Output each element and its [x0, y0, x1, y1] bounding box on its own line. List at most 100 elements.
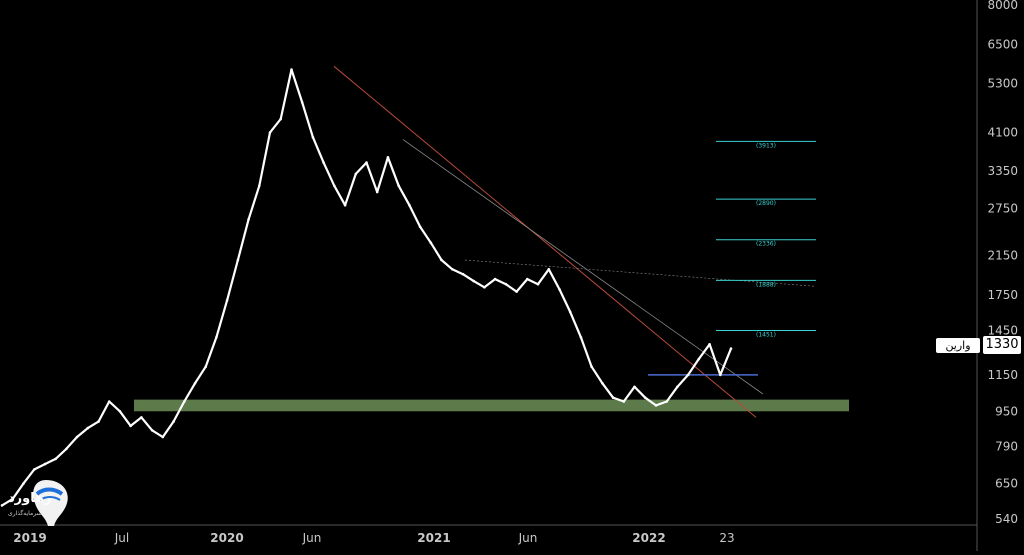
- fib-level-label: (2336): [756, 241, 776, 248]
- y-tick-label: 1450: [987, 324, 1018, 338]
- price-point: [729, 347, 733, 350]
- price-point: [451, 268, 454, 271]
- price-point: [75, 435, 79, 439]
- price-point: [97, 420, 100, 423]
- price-point: [601, 382, 604, 385]
- price-point: [268, 131, 272, 134]
- y-tick-label: 2150: [987, 249, 1018, 263]
- price-point: [118, 410, 122, 413]
- price-point: [0, 504, 4, 507]
- price-point: [193, 382, 197, 385]
- price-point: [633, 385, 636, 389]
- x-tick-label: 2021: [417, 531, 450, 545]
- fib-level-label: (1451): [756, 332, 776, 339]
- fib-level-label: (2890): [756, 200, 776, 207]
- trendline-flat: [464, 259, 816, 287]
- price-point: [440, 258, 443, 262]
- price-point: [558, 288, 561, 291]
- price-point: [365, 161, 368, 164]
- price-point: [247, 218, 250, 221]
- price-point: [676, 385, 679, 389]
- price-point: [354, 172, 358, 176]
- x-tick-label: 23: [719, 531, 734, 545]
- price-point: [461, 272, 465, 276]
- price-point: [483, 286, 486, 289]
- price-point: [418, 225, 422, 229]
- price-point: [258, 184, 261, 188]
- price-point: [536, 282, 540, 286]
- trendline-red: [333, 65, 757, 418]
- trendline-upper: [402, 139, 764, 395]
- y-tick-label: 1150: [987, 368, 1018, 382]
- price-point: [515, 290, 518, 293]
- price-point: [547, 268, 551, 271]
- price-point: [225, 299, 229, 302]
- price-point: [172, 420, 175, 423]
- price-point: [54, 457, 57, 461]
- price-point: [65, 447, 68, 451]
- x-tick-label: Jul: [114, 531, 129, 545]
- price-point: [472, 279, 476, 283]
- price-point: [311, 135, 315, 139]
- price-point: [719, 373, 722, 377]
- instrument-name-tag: وارين: [936, 338, 980, 353]
- price-point: [290, 68, 293, 71]
- price-point: [643, 396, 647, 400]
- x-tick-label: Jun: [518, 531, 538, 545]
- price-point: [611, 396, 615, 400]
- y-tick-label: 5300: [987, 77, 1018, 91]
- price-point: [568, 310, 572, 314]
- price-point: [493, 277, 497, 281]
- price-point: [204, 365, 207, 369]
- price-point: [708, 343, 711, 346]
- price-point: [150, 429, 154, 432]
- fib-level-label: (1888): [756, 281, 776, 288]
- y-tick-label: 1750: [987, 288, 1018, 302]
- price-point: [161, 435, 165, 439]
- y-tick-label: 3350: [987, 164, 1018, 178]
- x-tick-label: 2020: [210, 531, 243, 545]
- fib-level-label: (3913): [756, 142, 776, 149]
- price-line: [1, 68, 733, 507]
- price-point: [343, 203, 347, 207]
- y-tick-label: 540: [995, 512, 1018, 526]
- logo-text: رهاورد: [8, 491, 52, 506]
- broker-logo-icon: [33, 480, 68, 526]
- price-point: [279, 117, 283, 121]
- price-point: [43, 462, 47, 466]
- price-point: [183, 400, 186, 403]
- price-point: [375, 190, 379, 194]
- y-tick-label: 950: [995, 404, 1018, 418]
- price-point: [300, 101, 304, 104]
- price-point: [397, 184, 401, 188]
- last-price-tag: 1330: [983, 336, 1021, 354]
- price-point: [322, 161, 325, 164]
- price-point: [333, 184, 336, 188]
- x-tick-label: 2019: [13, 531, 46, 545]
- price-point: [408, 203, 411, 207]
- y-tick-label: 650: [995, 477, 1018, 491]
- price-point: [386, 156, 390, 159]
- y-tick-label: 4100: [987, 125, 1018, 139]
- price-point: [504, 282, 508, 286]
- y-tick-label: 790: [995, 439, 1018, 453]
- y-tick-label: 6500: [987, 38, 1018, 52]
- price-point: [215, 336, 218, 339]
- support-zone: [134, 399, 849, 412]
- price-point: [129, 424, 132, 428]
- price-point: [107, 400, 111, 403]
- price-point: [86, 426, 90, 430]
- price-point: [429, 241, 433, 244]
- price-point: [654, 404, 658, 407]
- price-point: [140, 416, 143, 419]
- price-point: [665, 400, 668, 403]
- price-point: [11, 497, 14, 501]
- price-point: [579, 336, 583, 339]
- y-tick-label: 8000: [987, 0, 1018, 12]
- price-point: [590, 365, 593, 369]
- y-tick-label: 2750: [987, 202, 1018, 216]
- logo-subtext: سرمایه‌گذاری: [8, 510, 42, 517]
- price-point: [697, 357, 701, 361]
